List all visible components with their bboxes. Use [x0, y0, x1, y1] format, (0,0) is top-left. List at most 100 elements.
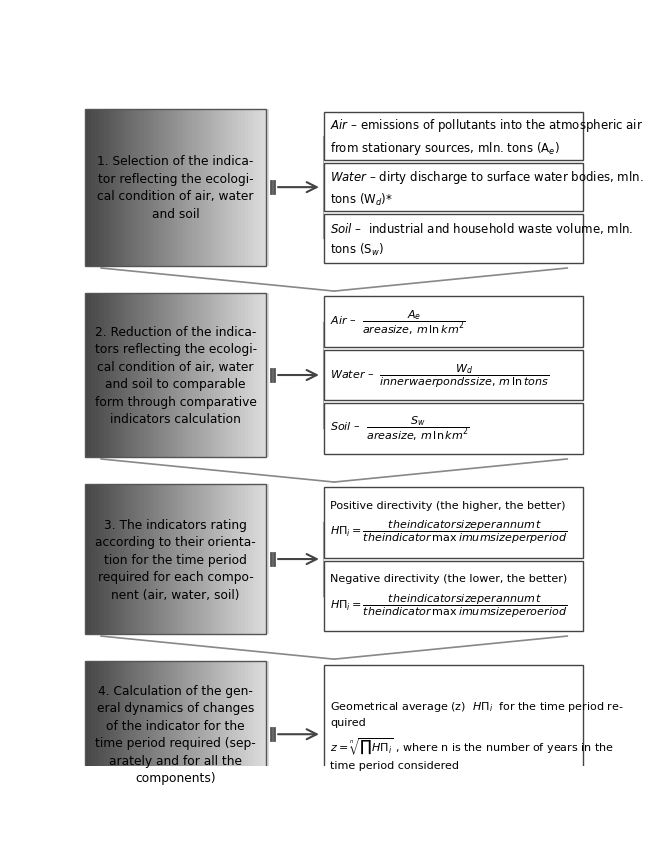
Bar	[171, 109, 175, 266]
Bar	[91, 662, 95, 807]
Bar	[131, 662, 135, 807]
Bar	[174, 662, 177, 807]
Bar	[85, 662, 89, 807]
Bar	[266, 662, 269, 807]
Bar	[217, 109, 220, 266]
Bar	[140, 485, 144, 634]
Bar	[183, 485, 186, 634]
Bar	[199, 662, 202, 807]
Text: $\it{Soil}$ –  $\dfrac{S_w}{areasize,\,m\,\mathrm{ln}\,km^2}$: $\it{Soil}$ – $\dfrac{S_w}{areasize,\,m\…	[331, 415, 470, 443]
Bar	[143, 294, 147, 457]
Bar	[95, 109, 98, 266]
Bar	[95, 662, 98, 807]
Bar	[100, 485, 104, 634]
Bar	[201, 485, 205, 634]
Bar	[122, 109, 125, 266]
Bar	[248, 294, 251, 457]
Bar	[324, 350, 583, 400]
Bar	[162, 662, 166, 807]
Bar	[248, 109, 251, 266]
Bar	[199, 485, 202, 634]
Bar	[168, 662, 171, 807]
Bar	[208, 109, 211, 266]
Bar	[211, 485, 215, 634]
Bar	[324, 665, 583, 804]
Bar	[177, 485, 181, 634]
Bar	[122, 485, 125, 634]
Bar	[143, 109, 147, 266]
Bar	[150, 294, 153, 457]
Bar	[226, 294, 230, 457]
Bar	[266, 294, 269, 457]
Bar	[165, 109, 168, 266]
Bar	[250, 662, 254, 807]
Bar	[263, 485, 266, 634]
Bar	[122, 662, 125, 807]
Text: $\it{Air}$ –  $\dfrac{A_e}{areasize,\,m\,\mathrm{ln}\,km^2}$: $\it{Air}$ – $\dfrac{A_e}{areasize,\,m\,…	[331, 308, 466, 337]
Bar	[162, 109, 166, 266]
Bar	[113, 294, 116, 457]
Bar	[98, 109, 101, 266]
Bar	[201, 294, 205, 457]
Bar	[324, 561, 583, 631]
Bar	[263, 109, 266, 266]
Bar	[211, 109, 215, 266]
Text: Positive directivity (the higher, the better)
$H\Pi_i = \dfrac{theindicatorsizep: Positive directivity (the higher, the be…	[331, 500, 568, 546]
Bar	[98, 294, 101, 457]
Bar	[98, 662, 101, 807]
Bar	[250, 485, 254, 634]
Bar	[324, 215, 583, 263]
Bar	[199, 294, 202, 457]
Bar	[199, 109, 202, 266]
Bar	[153, 109, 156, 266]
Bar	[116, 109, 119, 266]
Bar	[192, 662, 196, 807]
Bar	[162, 294, 166, 457]
Bar	[226, 485, 230, 634]
Bar	[226, 109, 230, 266]
Bar	[223, 294, 226, 457]
Bar	[220, 662, 224, 807]
Bar	[214, 109, 217, 266]
Bar	[134, 109, 138, 266]
Bar	[104, 485, 107, 634]
Bar	[150, 662, 153, 807]
Bar	[159, 662, 162, 807]
Bar	[244, 294, 248, 457]
Text: Negative directivity (the lower, the better)
$H\Pi_i = \dfrac{theindicatorsizepe: Negative directivity (the lower, the bet…	[331, 573, 567, 619]
Bar	[232, 294, 235, 457]
Bar	[183, 109, 186, 266]
Bar	[119, 662, 123, 807]
Bar	[156, 294, 159, 457]
Bar	[107, 294, 110, 457]
Bar	[156, 485, 159, 634]
Bar	[91, 485, 95, 634]
Bar	[266, 485, 269, 634]
Bar	[85, 485, 266, 634]
Bar	[140, 294, 144, 457]
Bar	[192, 109, 196, 266]
Bar	[168, 109, 171, 266]
Bar	[232, 485, 235, 634]
Bar	[147, 109, 150, 266]
Bar	[159, 294, 162, 457]
Bar	[254, 662, 257, 807]
Bar	[235, 485, 239, 634]
Bar	[138, 294, 141, 457]
Bar	[186, 294, 190, 457]
Bar	[138, 662, 141, 807]
Bar	[156, 109, 159, 266]
Bar	[100, 294, 104, 457]
Bar	[147, 662, 150, 807]
Bar	[91, 294, 95, 457]
Bar	[217, 485, 220, 634]
Bar	[244, 109, 248, 266]
Bar	[208, 294, 211, 457]
Bar	[98, 485, 101, 634]
Bar	[266, 109, 269, 266]
Text: 2. Reduction of the indica-
tors reflecting the ecologi-
cal condition of air, w: 2. Reduction of the indica- tors reflect…	[95, 325, 257, 426]
Bar	[324, 488, 583, 558]
Bar	[122, 294, 125, 457]
Bar	[190, 662, 193, 807]
Bar	[89, 109, 92, 266]
